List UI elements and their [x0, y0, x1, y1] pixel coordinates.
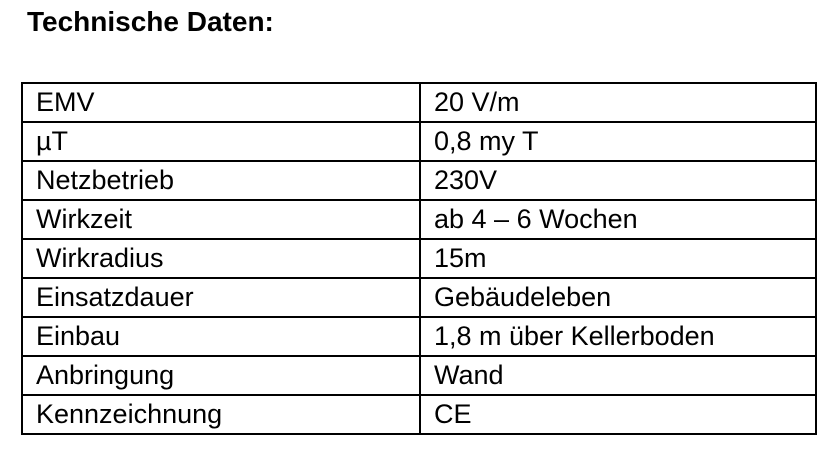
spec-label-cell: Kennzeichnung: [21, 394, 421, 435]
spec-label-cell: µT: [21, 121, 421, 162]
spec-label-cell: Anbringung: [21, 355, 421, 396]
spec-label-cell: Wirkradius: [21, 238, 421, 279]
tech-data-table-body: EMV 20 V/m µT 0,8 my T Netzbetrieb 230V Wirkze…: [21, 82, 817, 435]
table-row: Kennzeichnung CE: [21, 394, 817, 435]
spec-value-cell: 20 V/m: [419, 82, 817, 123]
spec-value-cell: 15m: [419, 238, 817, 279]
table-row: Einbau 1,8 m über Kellerboden: [21, 316, 817, 357]
spec-value-cell: 230V: [419, 160, 817, 201]
table-row: Netzbetrieb 230V: [21, 160, 817, 201]
table-row: Wirkzeit ab 4 – 6 Wochen: [21, 199, 817, 240]
table-row: EMV 20 V/m: [21, 82, 817, 123]
spec-label-cell: Einbau: [21, 316, 421, 357]
spec-value-cell: Wand: [419, 355, 817, 396]
table-row: µT 0,8 my T: [21, 121, 817, 162]
table-row: Einsatzdauer Gebäudeleben: [21, 277, 817, 318]
page-title: Technische Daten:: [27, 6, 274, 37]
spec-value-cell: ab 4 – 6 Wochen: [419, 199, 817, 240]
spec-label-cell: Einsatzdauer: [21, 277, 421, 318]
table-row: Anbringung Wand: [21, 355, 817, 396]
spec-value-cell: Gebäudeleben: [419, 277, 817, 318]
spec-label-cell: EMV: [21, 82, 421, 123]
spec-value-cell: 0,8 my T: [419, 121, 817, 162]
table-row: Wirkradius 15m: [21, 238, 817, 279]
spec-value-cell: 1,8 m über Kellerboden: [419, 316, 817, 357]
tech-data-table: EMV 20 V/m µT 0,8 my T Netzbetrieb 230V Wirkze…: [21, 82, 817, 435]
spec-label-cell: Wirkzeit: [21, 199, 421, 240]
spec-label-cell: Netzbetrieb: [21, 160, 421, 201]
spec-value-cell: CE: [419, 394, 817, 435]
